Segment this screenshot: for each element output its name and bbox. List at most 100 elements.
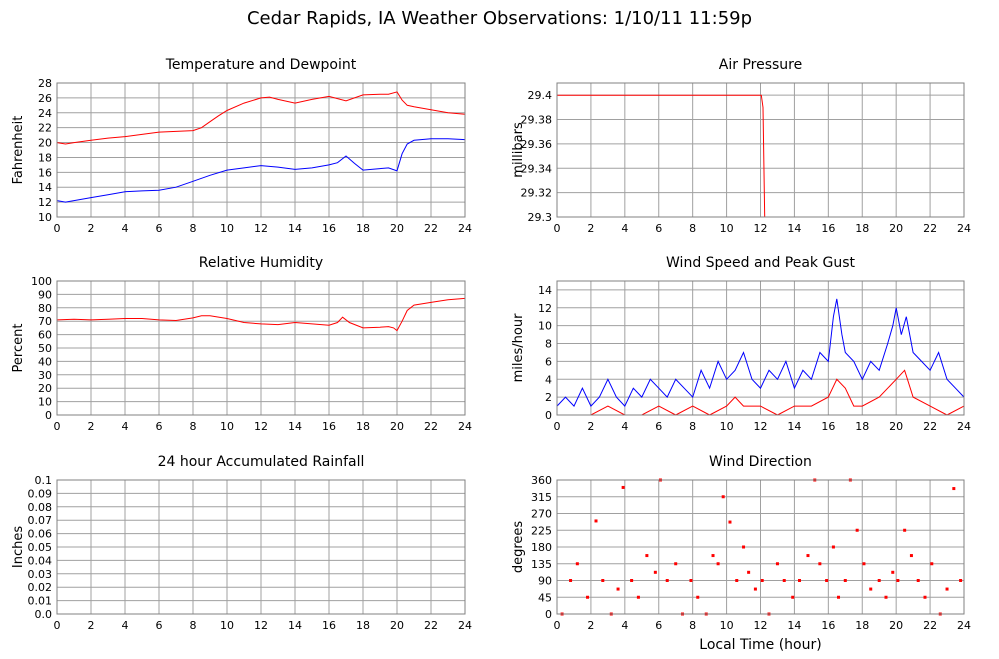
data-point: [735, 579, 739, 582]
x-tick-label: 6: [655, 222, 662, 235]
y-tick-label: 0: [45, 409, 52, 422]
x-tick-label: 12: [254, 420, 268, 433]
data-point: [621, 485, 625, 489]
y-tick-label: 0.07: [28, 514, 53, 527]
y-tick-label: 6: [545, 355, 552, 368]
x-tick-label: 16: [322, 222, 336, 235]
x-tick-label: 4: [621, 619, 628, 632]
data-point: [952, 487, 956, 491]
y-tick-label: 16: [38, 166, 52, 179]
x-tick-label: 10: [720, 619, 734, 632]
x-tick-label: 18: [855, 420, 869, 433]
data-point: [825, 579, 829, 582]
y-tick-label: 2: [545, 391, 552, 404]
x-tick-label: 0: [554, 420, 561, 433]
y-tick-label: 0.05: [28, 541, 53, 554]
x-tick-label: 22: [923, 619, 937, 632]
x-tick-label: 12: [754, 619, 768, 632]
x-tick-label: 20: [889, 420, 903, 433]
data-point: [903, 528, 907, 532]
x-tick-label: 18: [356, 222, 370, 235]
plot-frame: [56, 479, 466, 615]
data-point: [586, 595, 590, 599]
y-tick-label: 10: [538, 320, 552, 333]
y-tick-label: 90: [38, 288, 52, 301]
x-tick-label: 4: [621, 420, 628, 433]
x-tick-label: 8: [190, 420, 197, 433]
x-tick-label: 8: [190, 619, 197, 632]
x-tick-label: 18: [356, 420, 370, 433]
x-tick-label: 4: [122, 619, 129, 632]
x-tick-label: 0: [554, 619, 561, 632]
x-tick-label: 18: [855, 619, 869, 632]
y-tick-label: 28: [38, 77, 52, 90]
data-point: [798, 579, 802, 582]
data-point: [843, 579, 847, 582]
y-tick-label: 70: [38, 315, 52, 328]
y-tick-label: 29.34: [521, 162, 553, 175]
x-tick-label: 24: [957, 619, 971, 632]
x-tick-label: 20: [889, 619, 903, 632]
y-axis-label: millibars: [511, 122, 526, 178]
data-point: [696, 595, 700, 599]
y-tick-label: 18: [38, 151, 52, 164]
x-tick-label: 12: [254, 222, 268, 235]
data-point: [594, 519, 598, 523]
plot-frame: [556, 479, 965, 615]
x-tick-label: 12: [754, 420, 768, 433]
y-axis-label: Fahrenheit: [11, 116, 26, 185]
y-tick-label: 0.1: [35, 474, 53, 487]
chart-title: Temperature and Dewpoint: [165, 57, 357, 73]
data-point: [636, 595, 640, 599]
x-axis-label: Local Time (hour): [699, 637, 821, 653]
series-line-0: [56, 297, 466, 332]
x-tick-label: 22: [923, 222, 937, 235]
x-tick-label: 6: [655, 420, 662, 433]
y-tick-label: 50: [38, 342, 52, 355]
data-point: [721, 495, 725, 499]
data-point: [909, 554, 913, 558]
y-tick-label: 29.36: [521, 138, 553, 151]
x-tick-label: 16: [322, 619, 336, 632]
y-tick-label: 14: [538, 284, 552, 297]
x-tick-label: 0: [54, 222, 61, 235]
x-tick-label: 2: [587, 619, 594, 632]
x-tick-label: 6: [156, 420, 163, 433]
data-point: [665, 579, 669, 582]
x-tick-label: 0: [554, 222, 561, 235]
series-line-1: [56, 138, 466, 203]
x-tick-label: 10: [720, 420, 734, 433]
y-tick-label: 29.32: [521, 187, 553, 200]
x-tick-label: 14: [288, 420, 302, 433]
plot-frame: [556, 280, 965, 416]
data-point: [896, 579, 900, 582]
y-tick-label: 0.0: [35, 608, 53, 621]
y-tick-label: 14: [38, 181, 52, 194]
y-tick-label: 90: [538, 575, 552, 588]
y-tick-label: 30: [38, 369, 52, 382]
y-tick-label: 100: [31, 275, 52, 288]
y-tick-label: 360: [531, 474, 552, 487]
x-tick-label: 22: [923, 420, 937, 433]
data-point: [601, 579, 605, 582]
data-point: [862, 562, 866, 566]
y-tick-label: 26: [38, 92, 52, 105]
data-point: [630, 579, 634, 582]
series-line-0: [556, 298, 965, 407]
data-point: [891, 570, 895, 574]
y-tick-label: 0: [545, 409, 552, 422]
y-tick-label: 29.4: [528, 89, 553, 102]
x-tick-label: 4: [621, 222, 628, 235]
data-point: [869, 587, 873, 591]
x-tick-label: 14: [288, 222, 302, 235]
data-point: [782, 579, 786, 582]
y-tick-label: 45: [538, 591, 552, 604]
x-tick-label: 24: [458, 222, 472, 235]
y-axis-label: degrees: [511, 521, 526, 574]
x-tick-label: 4: [122, 420, 129, 433]
data-point: [645, 554, 649, 558]
y-tick-label: 0.04: [28, 554, 53, 567]
series-line-0: [56, 91, 466, 145]
